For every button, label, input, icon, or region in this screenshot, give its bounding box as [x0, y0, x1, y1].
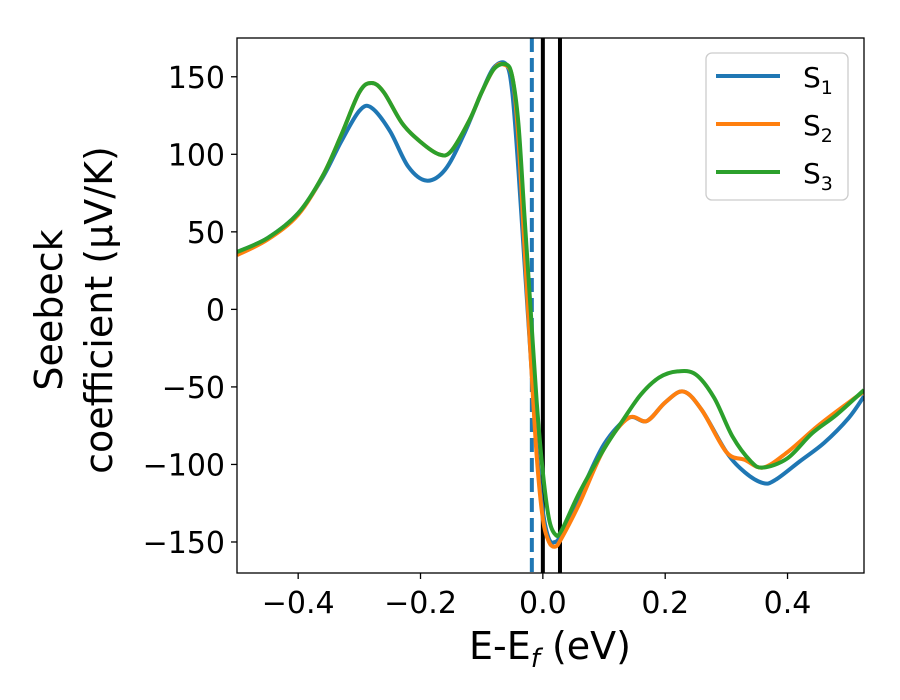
y-axis-ticks: 150 100 50 0 −50 −100 −150 — [143, 61, 237, 561]
y-tick-label: −150 — [143, 526, 225, 561]
legend-label-s2: S2 — [803, 109, 833, 147]
series-layer — [237, 60, 864, 549]
x-tick-label: −0.4 — [262, 586, 335, 621]
legend-label-s3: S3 — [803, 157, 833, 195]
x-axis-ticks: −0.4 −0.2 0.0 0.2 0.4 — [262, 573, 812, 621]
x-tick-label: 0.2 — [641, 586, 689, 621]
y-tick-label: −50 — [162, 371, 225, 406]
x-tick-label: −0.2 — [384, 586, 457, 621]
x-axis-label-main: E-E — [469, 624, 531, 668]
x-axis-label-unit: (eV) — [540, 624, 631, 668]
y-tick-label: 150 — [168, 61, 225, 96]
x-axis-label: E-Ef (eV) — [469, 624, 631, 674]
x-tick-label: 0.0 — [519, 586, 567, 621]
plot-frame — [236, 37, 865, 574]
series-line-s3 — [237, 61, 864, 539]
y-tick-label: −100 — [143, 448, 225, 483]
y-axis-label: Seebeck coefficient (μV/K) — [27, 146, 121, 474]
y-axis-label-line2: coefficient (μV/K) — [77, 146, 121, 474]
legend-box — [705, 52, 849, 201]
y-tick-label: 0 — [206, 293, 225, 328]
legend-label-s1: S1 — [803, 61, 833, 99]
y-axis-label-line1: Seebeck — [27, 229, 71, 390]
legend: S1 S2 S3 — [705, 52, 849, 201]
x-tick-label: 0.4 — [764, 586, 812, 621]
y-tick-label: 50 — [187, 216, 225, 251]
y-tick-label: 100 — [168, 138, 225, 173]
